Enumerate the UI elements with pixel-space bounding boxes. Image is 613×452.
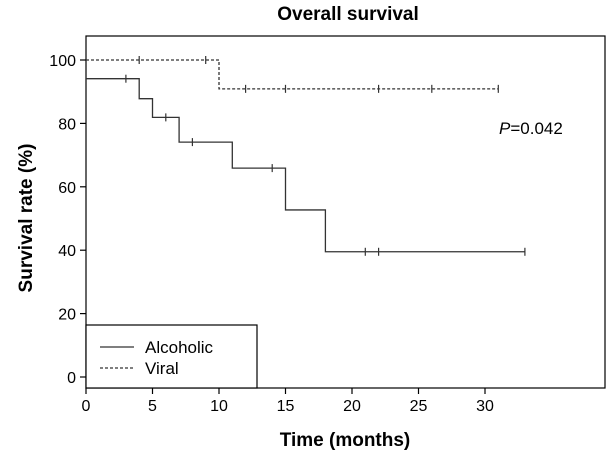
y-tick-label: 40 — [58, 243, 76, 260]
plot-frame — [85, 35, 606, 389]
p-value-annotation: P=0.042 — [499, 119, 563, 138]
x-tick-label: 0 — [82, 398, 91, 415]
y-tick-label: 0 — [67, 370, 76, 387]
x-tick-label: 20 — [343, 398, 361, 415]
series-line-viral — [86, 59, 499, 90]
legend-label-viral: Viral — [145, 359, 179, 378]
legend-label-alcoholic: Alcoholic — [145, 338, 214, 357]
series-line-alcoholic — [86, 78, 525, 253]
y-tick-label: 100 — [49, 53, 76, 70]
x-tick-label: 30 — [476, 398, 494, 415]
x-tick-label: 25 — [410, 398, 428, 415]
chart-title: Overall survival — [277, 4, 419, 25]
plot-area: 0 5 10 15 20 25 30 0 20 40 60 80 100 P=0.042 Alcoholic… — [49, 35, 606, 415]
y-tick-label: 20 — [58, 307, 76, 324]
y-axis-label: Survival rate (%) — [16, 144, 37, 293]
x-tick-label: 15 — [277, 398, 295, 415]
legend-box — [85, 324, 258, 389]
x-tick-label: 5 — [148, 398, 157, 415]
x-axis-label: Time (months) — [280, 430, 411, 451]
x-tick-label: 10 — [210, 398, 228, 415]
y-tick-label: 80 — [58, 116, 76, 133]
y-tick-label: 60 — [58, 180, 76, 197]
